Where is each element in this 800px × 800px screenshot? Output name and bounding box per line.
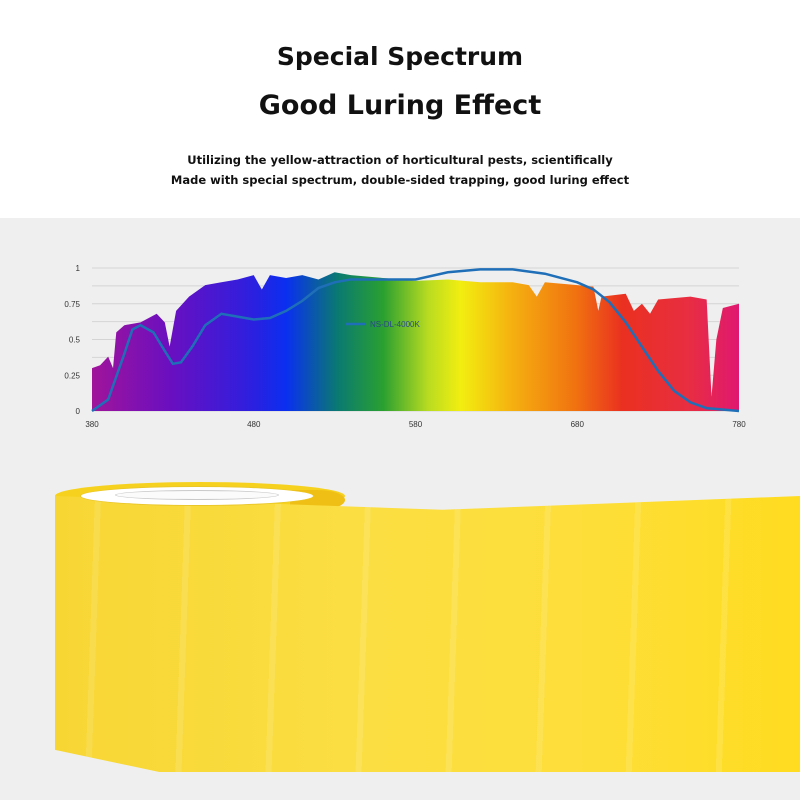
y-tick-label: 0.25	[64, 371, 80, 380]
legend-label: NS-DL-4000K	[370, 320, 420, 329]
legend: NS-DL-4000K	[346, 320, 420, 329]
y-tick-label: 1	[76, 264, 81, 273]
yellow-sticky-sheet	[55, 496, 800, 772]
x-axis-ticks: 380 480 580 680 780	[85, 420, 746, 429]
series-line-ns-dl-4000k	[91, 268, 740, 413]
roll-core	[115, 490, 279, 500]
x-tick-label: 380	[85, 420, 99, 429]
y-tick-label: 0.75	[64, 300, 80, 309]
sheet-shine	[55, 496, 800, 772]
y-tick-label: 0	[76, 407, 81, 416]
y-axis-ticks: 0 0.25 0.5 0.75 1	[64, 264, 80, 416]
spectrum-area	[92, 272, 739, 411]
description-line-2: Made with special spectrum, double-sided…	[170, 173, 630, 187]
description-line-1: Utilizing the yellow-attraction of horti…	[187, 153, 613, 167]
page-subtitle: Good Luring Effect	[258, 90, 542, 121]
spectrum-chart: 0 0.25 0.5 0.75 1 380 480 580 680 780 NS-DL-4000…	[64, 264, 746, 429]
x-tick-label: 580	[409, 420, 423, 429]
x-tick-label: 780	[732, 420, 746, 429]
x-tick-label: 480	[247, 420, 261, 429]
page-title: Special Spectrum	[276, 42, 524, 71]
x-tick-label: 680	[571, 420, 585, 429]
y-tick-label: 0.5	[69, 336, 81, 345]
header-section: Special Spectrum Good Luring Effect Util…	[0, 0, 800, 218]
